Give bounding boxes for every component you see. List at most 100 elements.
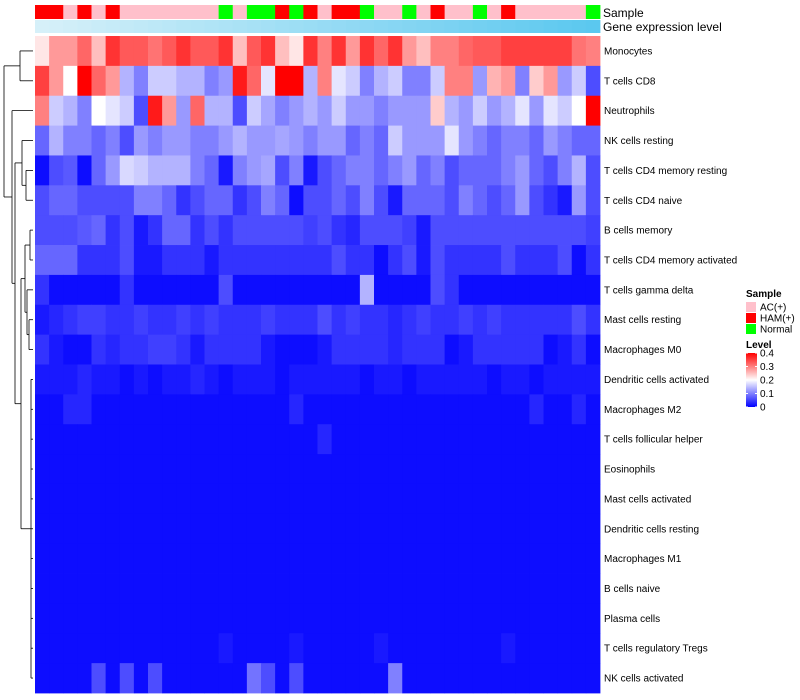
heatmap-cell — [557, 36, 573, 67]
heatmap-cell — [374, 483, 389, 515]
heatmap-cell — [35, 394, 50, 425]
heatmap-cell — [289, 573, 304, 604]
heatmap-cell — [317, 424, 333, 455]
level-color-bar — [746, 353, 757, 407]
heatmap-cell — [35, 573, 50, 604]
heatmap-cell — [345, 603, 361, 634]
heatmap-cell — [176, 573, 191, 604]
heatmap-cell — [133, 513, 149, 545]
heatmap-cell — [331, 274, 347, 306]
row-label: Macrophages M0 — [604, 345, 682, 356]
heatmap-cell — [77, 663, 92, 694]
heatmap-cell — [529, 215, 544, 246]
heatmap-cell — [585, 483, 601, 515]
heatmap-cell — [176, 663, 191, 694]
heatmap-cell — [204, 65, 220, 97]
heatmap-cell — [119, 603, 135, 634]
heatmap-cell — [289, 334, 304, 365]
heatmap-cell — [204, 633, 220, 664]
heatmap-cell — [416, 304, 431, 336]
heatmap-cell — [543, 95, 559, 126]
heatmap-cell — [388, 215, 403, 246]
heatmap-cell — [119, 125, 135, 156]
heatmap-cell — [374, 364, 389, 395]
heatmap-cell — [388, 543, 403, 574]
heatmap-cell — [557, 603, 573, 634]
sample-annotation-cell — [585, 5, 601, 19]
heatmap-cell — [345, 513, 361, 545]
heatmap-cell — [49, 125, 64, 156]
heatmap-cell — [472, 424, 488, 455]
heatmap-cell — [543, 304, 559, 336]
sample-annotation-cell — [119, 5, 135, 19]
heatmap-cell — [458, 334, 474, 365]
heatmap-cell — [119, 513, 135, 545]
heatmap-cell — [246, 603, 262, 634]
heatmap-cell — [430, 394, 446, 425]
heatmap-cell — [49, 483, 64, 515]
heatmap-cell — [501, 603, 516, 634]
heatmap-cell — [289, 513, 304, 545]
heatmap-cell — [162, 245, 177, 276]
heatmap-cell — [345, 245, 361, 276]
row-label: Eosinophils — [604, 465, 655, 476]
sample-legend-label: AC(+) — [760, 303, 786, 314]
heatmap-cell — [515, 36, 530, 67]
heatmap-cell — [275, 424, 290, 455]
heatmap-cell — [232, 454, 248, 485]
heatmap-cell — [176, 155, 191, 186]
heatmap-cell — [303, 274, 318, 306]
heatmap-cell — [162, 424, 177, 455]
heatmap-cell — [345, 334, 361, 365]
heatmap-cell — [585, 424, 601, 455]
heatmap-cell — [472, 36, 488, 67]
heatmap-cell — [416, 454, 431, 485]
heatmap-cell — [585, 155, 601, 186]
gene-expression-cell — [204, 20, 220, 33]
heatmap-cell — [487, 155, 502, 186]
heatmap-cell — [176, 424, 191, 455]
sample-annotation-cell — [303, 5, 318, 19]
heatmap-cell — [119, 215, 135, 246]
heatmap-cell — [148, 36, 163, 67]
heatmap-cell — [416, 394, 431, 425]
heatmap-cell — [63, 185, 78, 216]
heatmap-cell — [261, 95, 276, 126]
sample-annotation-cell — [275, 5, 290, 19]
heatmap-cell — [162, 36, 177, 67]
sample-annotation-cell — [501, 5, 516, 19]
sample-annotation-cell — [77, 5, 92, 19]
heatmap-cell — [63, 603, 78, 634]
heatmap-cell — [190, 603, 205, 634]
heatmap-cell — [162, 394, 177, 425]
heatmap-cell — [190, 95, 205, 126]
heatmap-cell — [317, 603, 333, 634]
sample-legend-swatch — [746, 302, 756, 312]
heatmap-cell — [190, 424, 205, 455]
heatmap-cell — [416, 125, 431, 156]
heatmap-cell — [35, 304, 50, 336]
heatmap-cell — [458, 36, 474, 67]
heatmap-cell — [557, 394, 573, 425]
heatmap-cell — [232, 513, 248, 545]
heatmap-cell — [190, 364, 205, 395]
heatmap-cell — [472, 304, 488, 336]
heatmap-cell — [557, 65, 573, 97]
heatmap-cell — [289, 65, 304, 97]
heatmap-cell — [571, 245, 587, 276]
heatmap-cell — [571, 36, 587, 67]
heatmap-cell — [119, 483, 135, 515]
heatmap-cell — [232, 65, 248, 97]
heatmap-cell — [557, 364, 573, 395]
sample-annotation-cell — [289, 5, 304, 19]
heatmap-cell — [133, 454, 149, 485]
heatmap-cell — [91, 215, 107, 246]
heatmap-cell — [49, 543, 64, 574]
heatmap-cell — [190, 245, 205, 276]
heatmap-cell — [487, 663, 502, 694]
heatmap-cell — [472, 603, 488, 634]
heatmap-cell — [176, 65, 191, 97]
sample-legend-label: HAM(+) — [760, 314, 795, 325]
heatmap-cell — [91, 185, 107, 216]
heatmap-cell — [148, 513, 163, 545]
